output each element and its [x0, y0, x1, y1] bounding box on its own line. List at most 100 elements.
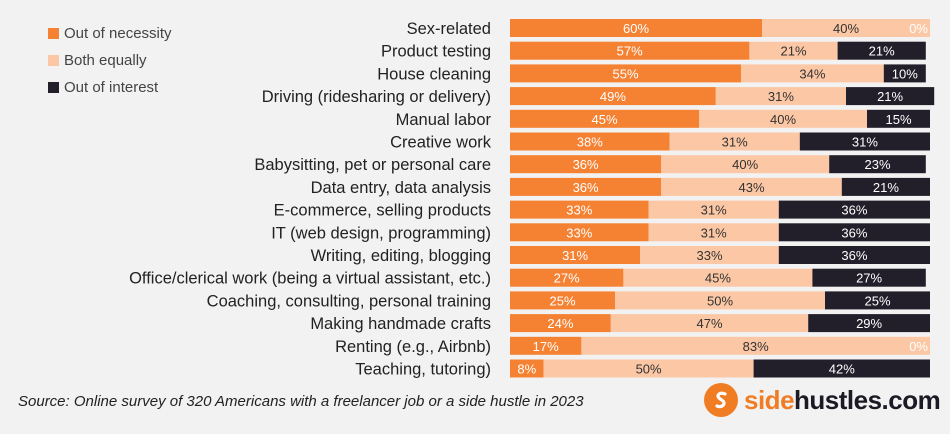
legend-label-necessity: Out of necessity: [64, 25, 172, 42]
bar-segment: [699, 109, 867, 128]
category-label: Making handmade crafts: [310, 315, 491, 333]
bar-segment: [846, 87, 935, 106]
legend-swatch-both: [48, 55, 59, 66]
brand-name-rest: hustles.com: [794, 384, 941, 415]
data-label: 47%: [696, 316, 722, 331]
bar-segment: [799, 132, 930, 151]
data-label: 33%: [696, 248, 722, 263]
data-label: 27%: [554, 271, 580, 286]
bar-segment: [837, 41, 926, 60]
bar-segment: [623, 268, 813, 287]
bar-segment: [510, 200, 649, 219]
bar-segment: [510, 359, 544, 378]
data-label: 10%: [892, 66, 918, 81]
bar-segment: [510, 177, 662, 196]
data-label: 55%: [612, 66, 638, 81]
bar-segment: [510, 246, 641, 264]
data-label: 31%: [562, 248, 588, 263]
category-label: Babysitting, pet or personal care: [254, 156, 491, 174]
bar-segment: [648, 223, 779, 242]
bar-segment: [510, 291, 615, 310]
legend-label-interest: Out of interest: [64, 79, 159, 96]
bar-segment: [762, 19, 930, 37]
data-label: 8%: [517, 362, 536, 377]
brand-logo[interactable]: sidehustles.com: [704, 378, 941, 422]
legend: Out of necessity Both equally Out of int…: [48, 20, 172, 101]
legend-label-both: Both equally: [64, 52, 147, 69]
bar-segment: [778, 200, 930, 219]
source-note: Source: Online survey of 320 Americans w…: [18, 393, 584, 410]
bar-segment: [510, 87, 716, 106]
category-label: Renting (e.g., Airbnb): [335, 338, 491, 356]
bar-segment: [510, 41, 750, 60]
bar-segment: [510, 223, 649, 242]
category-label: Data entry, data analysis: [311, 179, 491, 197]
data-label: 23%: [864, 157, 890, 172]
data-label: 34%: [799, 66, 825, 81]
data-label: 31%: [768, 89, 794, 104]
data-label: 49%: [600, 89, 626, 104]
data-label: 21%: [869, 44, 895, 59]
data-label: 33%: [566, 225, 592, 240]
data-label: 83%: [743, 339, 769, 354]
bar-segment: [615, 291, 825, 310]
category-label: Writing, editing, blogging: [311, 247, 491, 265]
data-label: 27%: [856, 271, 882, 286]
data-label: 31%: [701, 225, 727, 240]
data-label: 31%: [852, 135, 878, 150]
bar-segment: [543, 359, 754, 378]
bar-segment: [510, 314, 611, 333]
data-label: 45%: [705, 271, 731, 286]
brand-name: sidehustles.com: [744, 384, 941, 416]
bar-segment: [661, 155, 830, 174]
bar-segment: [778, 223, 930, 242]
bar-segment: [648, 200, 779, 219]
data-label: 60%: [623, 21, 649, 36]
category-label: Manual labor: [396, 111, 492, 129]
category-label: Product testing: [381, 43, 491, 61]
data-label: 36%: [841, 225, 867, 240]
bar-segment: [749, 41, 838, 60]
bar-segment: [510, 268, 624, 287]
data-label: 17%: [533, 339, 559, 354]
bar-segment: [741, 64, 884, 83]
data-label: 31%: [701, 203, 727, 218]
category-label: Driving (ridesharing or delivery): [262, 88, 491, 106]
category-label: IT (web design, programming): [271, 224, 491, 242]
data-label: 0%: [909, 339, 928, 354]
bar-segment: [829, 155, 926, 174]
data-label: 40%: [833, 21, 859, 36]
legend-swatch-necessity: [48, 28, 59, 39]
data-label: 21%: [780, 44, 806, 59]
data-label: 40%: [770, 112, 796, 127]
bar-segment: [753, 359, 930, 378]
data-label: 29%: [856, 316, 882, 331]
bar-segment: [581, 336, 930, 355]
data-label: 36%: [573, 180, 599, 195]
data-label: 0%: [909, 21, 928, 36]
data-label: 36%: [841, 248, 867, 263]
data-label: 15%: [885, 112, 911, 127]
legend-item-interest: Out of interest: [48, 74, 172, 101]
legend-item-necessity: Out of necessity: [48, 20, 172, 47]
legend-swatch-interest: [48, 82, 59, 93]
bar-segment: [510, 132, 670, 151]
data-label: 43%: [738, 180, 764, 195]
data-label: 21%: [873, 180, 899, 195]
bar-segment: [510, 109, 699, 128]
bar-segment: [640, 246, 779, 264]
data-label: 50%: [636, 362, 662, 377]
data-label: 45%: [591, 112, 617, 127]
data-label: 40%: [732, 157, 758, 172]
s-logo-icon: [704, 383, 738, 417]
bar-segment: [610, 314, 809, 333]
data-label: 31%: [722, 135, 748, 150]
category-label: Teaching, tutoring): [355, 361, 491, 379]
category-label: House cleaning: [377, 65, 491, 83]
data-label: 50%: [707, 293, 733, 308]
bar-segment: [883, 64, 926, 83]
data-label: 21%: [877, 89, 903, 104]
bar-segment: [510, 336, 582, 355]
